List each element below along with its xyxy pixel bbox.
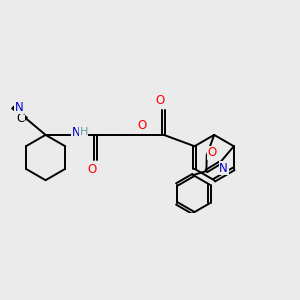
Text: N: N bbox=[219, 162, 228, 175]
Text: O: O bbox=[138, 119, 147, 132]
Text: H: H bbox=[80, 128, 88, 137]
Text: C: C bbox=[16, 112, 24, 125]
Text: O: O bbox=[207, 146, 216, 159]
Text: O: O bbox=[155, 94, 165, 107]
Text: N: N bbox=[15, 101, 24, 114]
Text: O: O bbox=[88, 163, 97, 176]
Text: N: N bbox=[72, 126, 81, 139]
